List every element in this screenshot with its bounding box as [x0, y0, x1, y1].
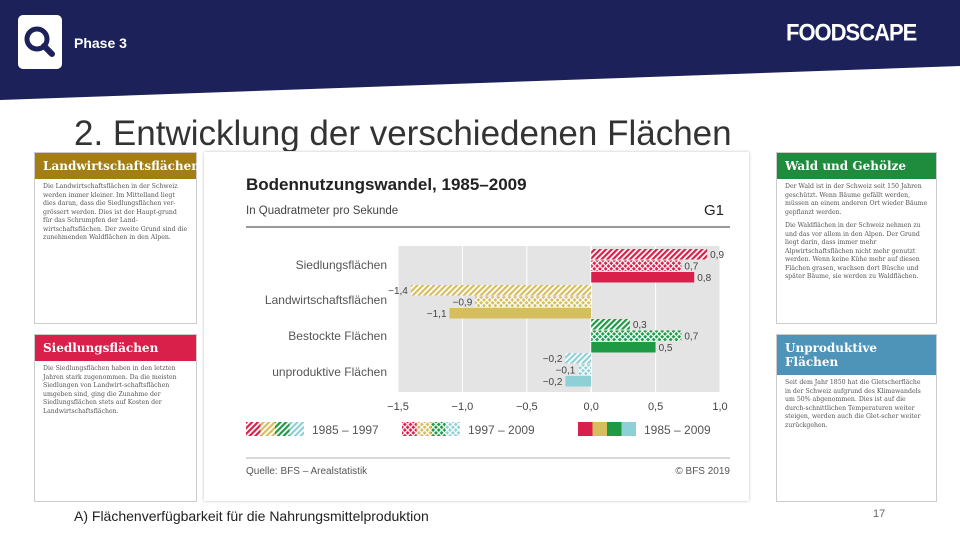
card-text: Die Landwirtschaftsflächen in der Schwei… [43, 183, 188, 242]
bar [591, 319, 630, 330]
search-button[interactable] [18, 15, 62, 69]
data-label: 0,5 [659, 343, 673, 354]
category-label: unproduktive Flächen [272, 365, 387, 379]
data-label: 0,3 [633, 320, 647, 331]
tick-label: 1,0 [712, 401, 727, 413]
legend-label: 1985 – 2009 [644, 423, 711, 437]
card-wald: Wald und Gehölze Der Wald ist in der Sch… [776, 152, 937, 324]
bar [591, 342, 656, 353]
tick-label: −1,5 [387, 401, 409, 413]
bar [578, 364, 592, 375]
data-label: 0,7 [684, 262, 698, 273]
chart-title: Bodennutzungswandel, 1985–2009 [246, 175, 527, 194]
bar [565, 376, 592, 387]
card-unproduktiv: Unproduktive Flächen Seit dem Jahr 1850 … [776, 334, 937, 502]
land-use-chart: Bodennutzungswandel, 1985–2009 In Quadra… [204, 152, 749, 501]
legend-swatch [275, 422, 290, 436]
card-text: Seit dem Jahr 1850 hat die Gletscherfläc… [785, 379, 921, 429]
bar [591, 260, 682, 271]
legend-swatch [416, 422, 431, 436]
data-label: −0,9 [453, 298, 473, 309]
card-landwirtschaft: Landwirtschaftsflächen Die Landwirtschaf… [34, 152, 200, 324]
data-label: 0,9 [710, 250, 724, 261]
bar [449, 308, 592, 319]
data-label: −0,1 [556, 366, 576, 377]
bar [591, 330, 682, 341]
phase-label: Phase 3 [74, 35, 127, 51]
legend-swatch [578, 422, 593, 436]
bar [591, 272, 695, 283]
page-number: 17 [873, 508, 886, 520]
data-label: −1,1 [427, 309, 447, 320]
data-label: −1,4 [388, 286, 408, 297]
tick-label: −1,0 [452, 401, 474, 413]
legend-swatch [445, 422, 460, 436]
slide-caption: A) Flächenverfügbarkeit für die Nahrungs… [74, 508, 429, 524]
chart-source: Quelle: BFS – Arealstatistik [246, 466, 368, 477]
foodscape-logo: FOODSCAPE [786, 18, 917, 47]
card-title: Siedlungsflächen [35, 335, 196, 361]
data-label: −0,2 [543, 354, 563, 365]
category-label: Landwirtschaftsflächen [265, 293, 387, 307]
data-label: 0,7 [684, 332, 698, 343]
bar [591, 249, 708, 260]
legend-label: 1985 – 1997 [312, 423, 379, 437]
bar [410, 285, 592, 296]
data-label: −0,2 [543, 377, 563, 388]
card-title: Wald und Gehölze [777, 153, 936, 179]
chart-subtitle: In Quadratmeter pro Sekunde [246, 205, 398, 217]
bar [475, 296, 592, 307]
category-label: Siedlungsflächen [296, 258, 387, 272]
legend-swatch [402, 422, 417, 436]
card-text: Der Wald ist in der Schweiz seit 150 Jah… [785, 183, 928, 216]
card-text: Die Waldflächen in der Schweiz nehmen zu… [785, 222, 921, 281]
tick-label: 0,5 [648, 401, 663, 413]
data-label: 0,8 [697, 273, 711, 284]
legend-label: 1997 – 2009 [468, 423, 535, 437]
legend-swatch [246, 422, 261, 436]
card-title: Landwirtschaftsflächen [35, 153, 200, 179]
chart-copyright: © BFS 2019 [675, 466, 730, 477]
card-siedlung: Siedlungsflächen Die Siedlungsflächen ha… [34, 334, 197, 502]
search-icon [24, 26, 55, 57]
card-text: Die Siedlungsflächen haben in den letzte… [43, 365, 177, 415]
header-bar [0, 0, 960, 100]
legend-swatch [607, 422, 622, 436]
bar [565, 353, 592, 364]
tick-label: −0,5 [516, 401, 538, 413]
legend-swatch [260, 422, 275, 436]
card-title: Unproduktive Flächen [777, 335, 936, 375]
chart-tag: G1 [704, 202, 724, 219]
tick-label: 0,0 [584, 401, 599, 413]
legend-swatch [431, 422, 446, 436]
legend-swatch [621, 422, 636, 436]
category-label: Bestockte Flächen [288, 329, 387, 343]
legend-swatch [289, 422, 304, 436]
slide-title: 2. Entwicklung der verschiedenen Flächen [74, 114, 732, 151]
legend-swatch [592, 422, 607, 436]
